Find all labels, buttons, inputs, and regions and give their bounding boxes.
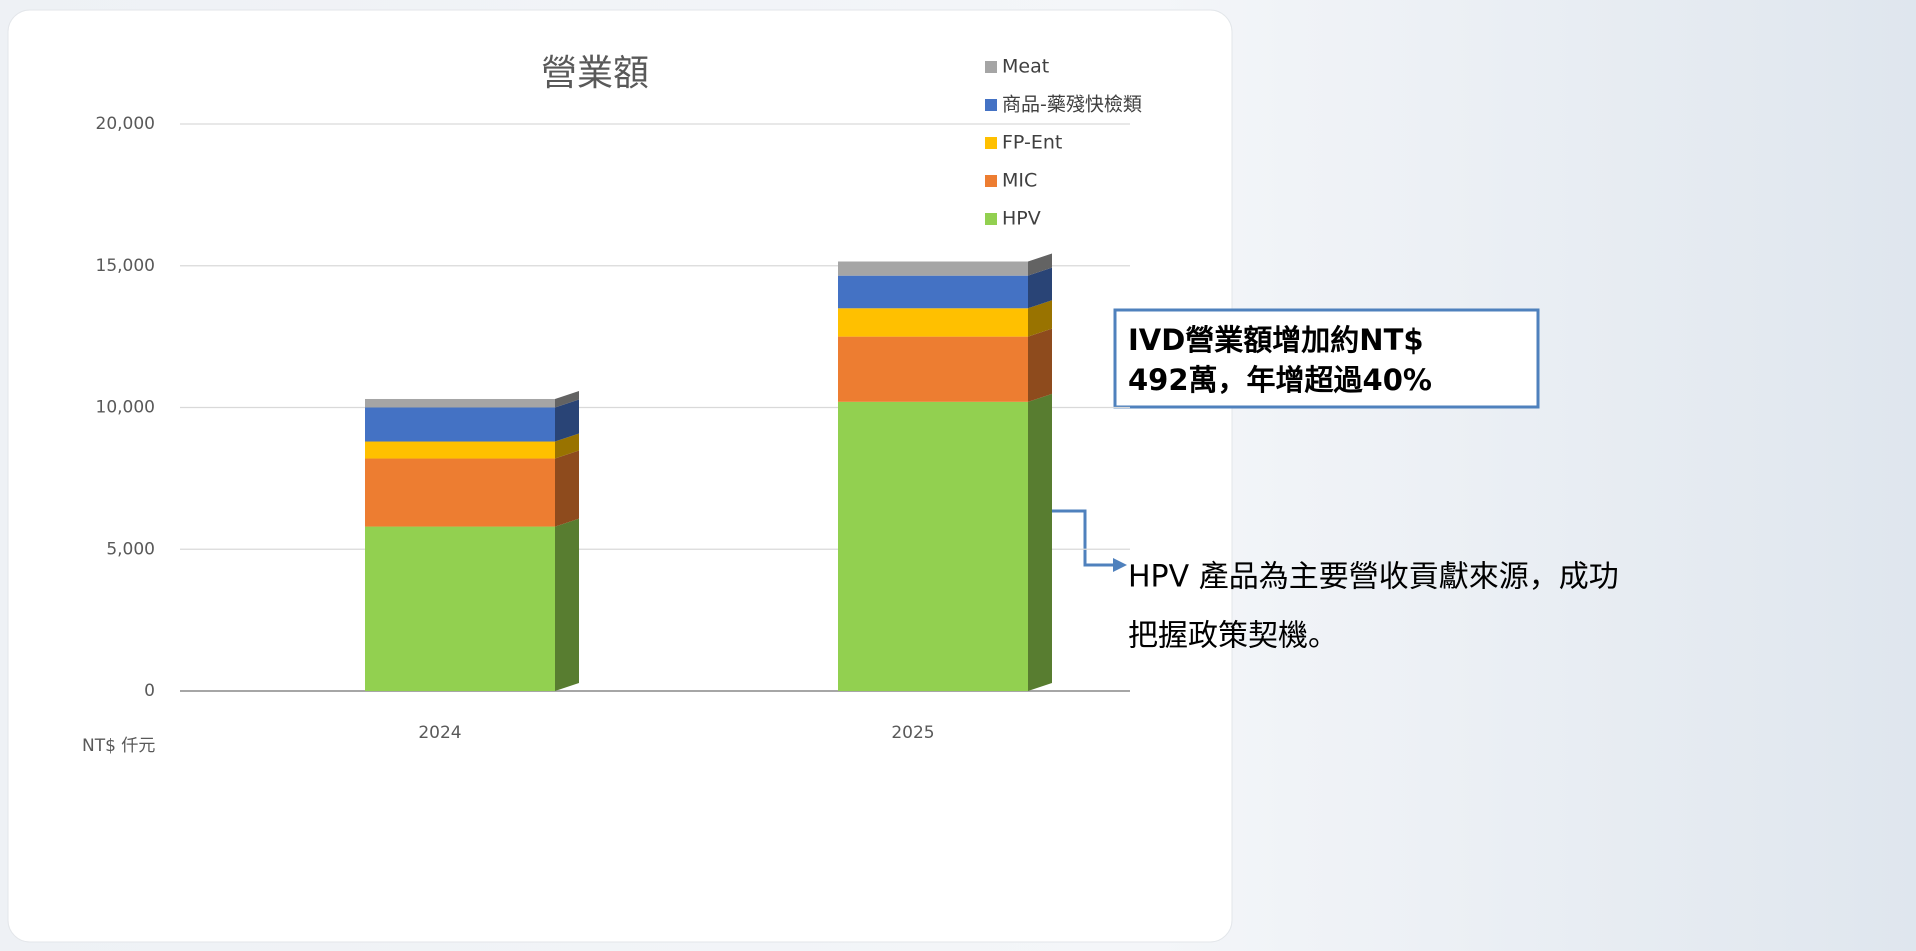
bar [365,441,555,459]
arrow [1050,509,1115,567]
y-tick-label: 15,000 [96,256,155,276]
y-tick-label: 5,000 [106,539,155,559]
bar [838,261,1028,276]
bar [838,336,1028,402]
x-tick-label: 2025 [891,723,934,743]
legend-swatch [985,137,997,149]
annotation-text: IVD營業額增加約NT$ [1128,323,1424,357]
bar [365,398,555,408]
bar-side [1028,267,1052,309]
legend-label: 商品-藥殘快檢類 [1002,94,1142,116]
bar-side [555,433,579,459]
y-tick-label: 0 [144,681,155,701]
bar [838,401,1028,691]
legend-swatch [985,213,997,225]
legend-label: HPV [1002,208,1041,230]
x-tick-label: 2024 [418,723,461,743]
legend-swatch [985,175,997,187]
chart-title: 營業額 [541,53,649,94]
annotation-text: 492萬，年增超過40% [1128,363,1432,397]
y-tick-label: 20,000 [96,114,155,134]
legend-swatch [985,61,997,73]
annotation-box [1113,308,1540,409]
bar [838,308,1028,337]
legend-label: FP-Ent [1002,132,1062,154]
bar [365,458,555,527]
note-text: 把握政策契機。 [1128,619,1338,654]
bar-side [1028,253,1052,276]
bar [365,526,555,691]
bar-side [555,399,579,442]
bar-side [555,518,579,691]
legend-swatch [985,99,997,111]
legend-label: MIC [1002,170,1037,192]
bar-side [555,390,579,408]
bar-side [1028,300,1052,337]
y-tick-label: 10,000 [96,398,155,418]
bar-side [1028,328,1052,402]
y-axis-label: NT$ 仟元 [82,736,155,756]
note-text: HPV 產品為主要營收貢獻來源，成功 [1128,560,1619,595]
legend-label: Meat [1002,56,1049,78]
bar-side [1028,393,1052,691]
bar [365,407,555,442]
bar [838,275,1028,309]
chart-card [7,9,1233,943]
arrow-head [1113,558,1127,572]
bar-side [555,450,579,527]
